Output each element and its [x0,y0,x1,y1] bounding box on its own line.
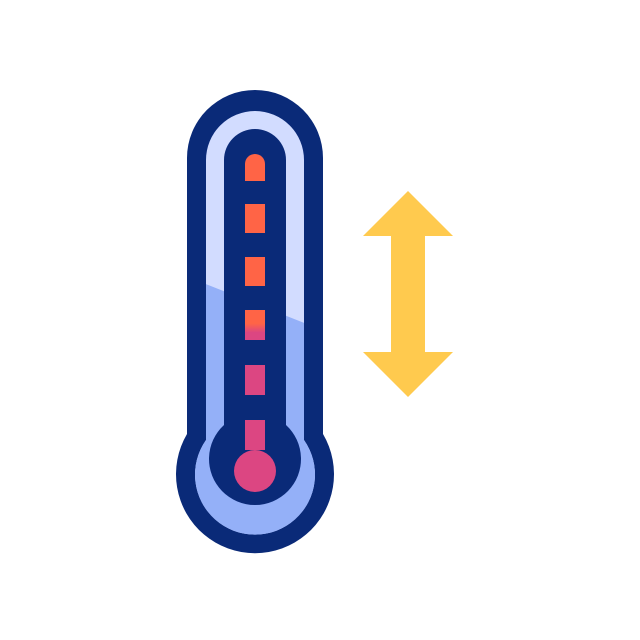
mercury-segment [245,310,265,340]
mercury-segment [245,204,265,233]
double-arrow-shape [363,191,453,397]
mercury-segment [245,257,265,286]
mercury-segment [245,365,265,395]
mercury-segment [245,420,265,450]
mercury-segment [245,154,265,181]
vertical-double-arrow-icon [363,191,453,397]
mercury-bulb [234,450,276,492]
thermometer-icon [175,90,334,554]
mercury-column [234,154,276,492]
